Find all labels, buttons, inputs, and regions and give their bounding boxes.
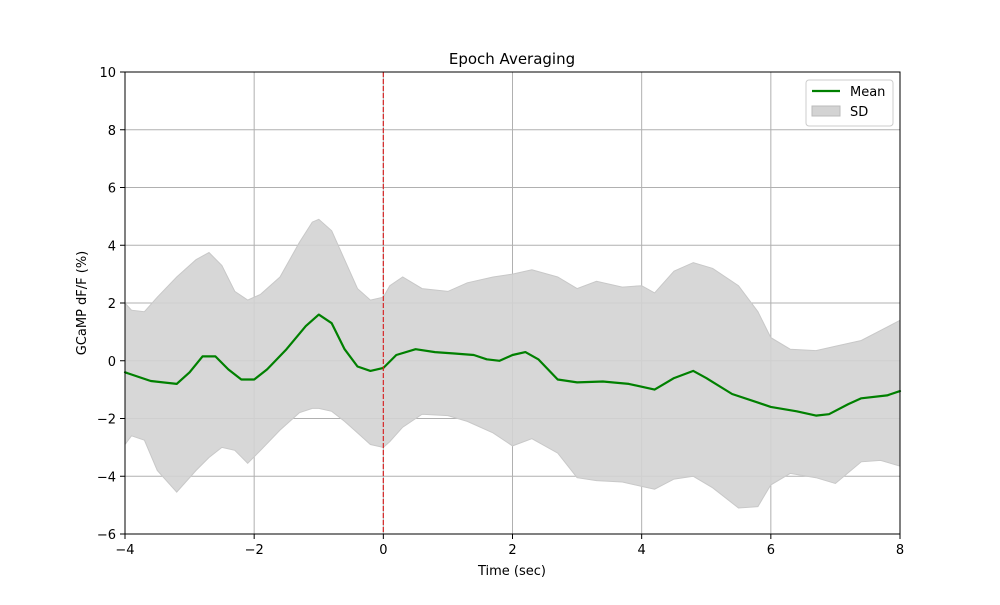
mean-line-layer xyxy=(123,313,902,417)
y-tick-label-1: −4 xyxy=(97,470,116,485)
y-tick-label-7: 8 xyxy=(108,124,116,139)
y-axis-ticks: −6 −4 −2 0 2 4 6 8 10 xyxy=(97,66,125,543)
chart-title: Epoch Averaging xyxy=(449,50,575,68)
y-tick-label-5: 4 xyxy=(108,239,116,254)
y-axis-label: GCaMP dF/F (%) xyxy=(75,251,90,356)
x-tick-label-2: 0 xyxy=(379,543,387,558)
y-tick-label-0: −6 xyxy=(97,528,116,543)
x-tick-label-0: −4 xyxy=(115,543,134,558)
x-tick-label-1: −2 xyxy=(245,543,264,558)
x-tick-label-6: 8 xyxy=(896,543,904,558)
y-tick-label-4: 2 xyxy=(108,297,116,312)
mean-line xyxy=(123,313,902,417)
x-tick-label-4: 4 xyxy=(638,543,646,558)
legend-mean-label: Mean xyxy=(850,85,885,100)
legend-sd-swatch xyxy=(811,105,841,117)
y-tick-label-6: 6 xyxy=(108,182,116,197)
y-tick-label-2: −2 xyxy=(97,413,116,428)
x-tick-label-5: 6 xyxy=(767,543,775,558)
legend-sd-label: SD xyxy=(850,105,868,120)
x-axis-ticks: −4 −2 0 2 4 6 8 xyxy=(115,534,904,558)
y-tick-label-8: 10 xyxy=(99,66,116,81)
x-axis-label: Time (sec) xyxy=(477,564,546,579)
legend: Mean SD xyxy=(805,79,894,127)
plot-area xyxy=(123,71,902,535)
x-tick-label-3: 2 xyxy=(508,543,516,558)
y-tick-label-3: 0 xyxy=(108,355,116,370)
